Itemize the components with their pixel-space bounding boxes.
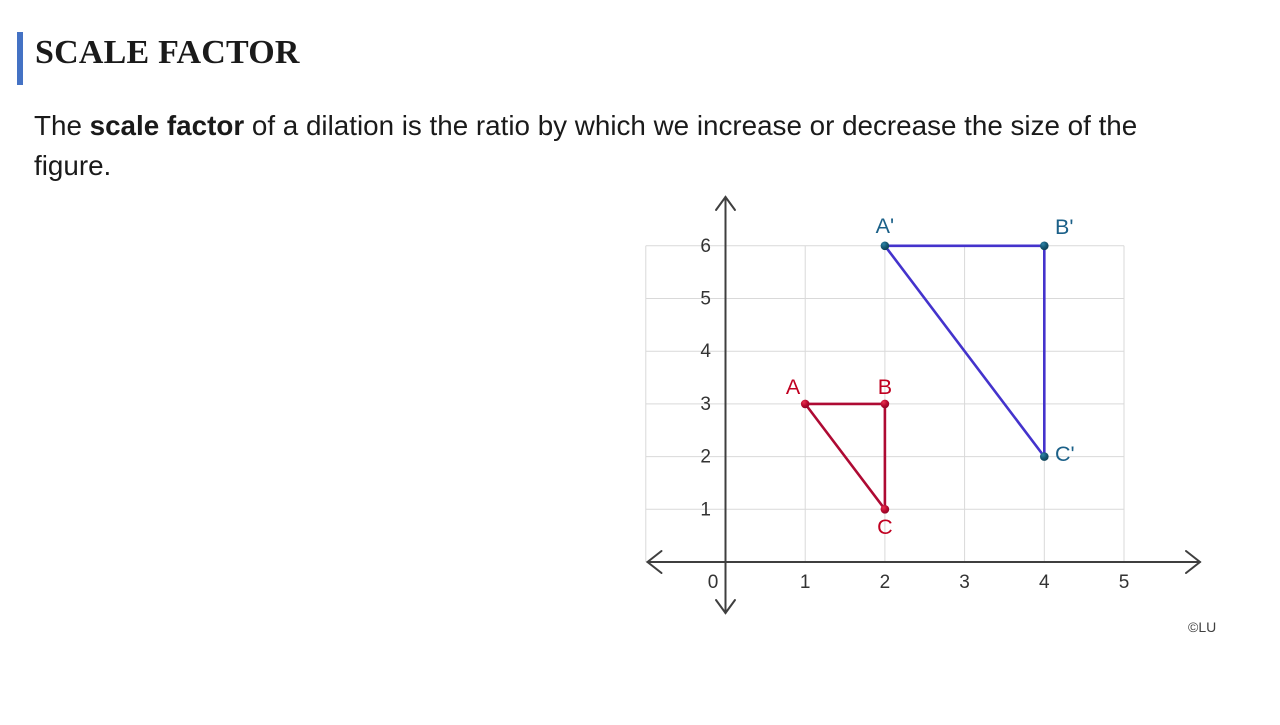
svg-text:A: A — [786, 375, 801, 399]
svg-text:5: 5 — [700, 289, 711, 310]
svg-text:4: 4 — [700, 341, 711, 362]
svg-text:2: 2 — [700, 447, 711, 468]
svg-text:A': A' — [876, 214, 894, 238]
svg-text:1: 1 — [800, 572, 811, 593]
svg-text:3: 3 — [700, 394, 711, 415]
svg-text:B': B' — [1055, 215, 1073, 239]
svg-text:6: 6 — [700, 236, 711, 257]
svg-text:B: B — [878, 375, 892, 399]
svg-text:2: 2 — [880, 572, 891, 593]
svg-text:1: 1 — [700, 499, 711, 520]
svg-text:C: C — [877, 515, 893, 539]
svg-text:5: 5 — [1119, 572, 1130, 593]
svg-text:3: 3 — [959, 572, 970, 593]
svg-text:C': C' — [1055, 442, 1075, 466]
svg-text:4: 4 — [1039, 572, 1050, 593]
svg-text:0: 0 — [708, 572, 719, 593]
